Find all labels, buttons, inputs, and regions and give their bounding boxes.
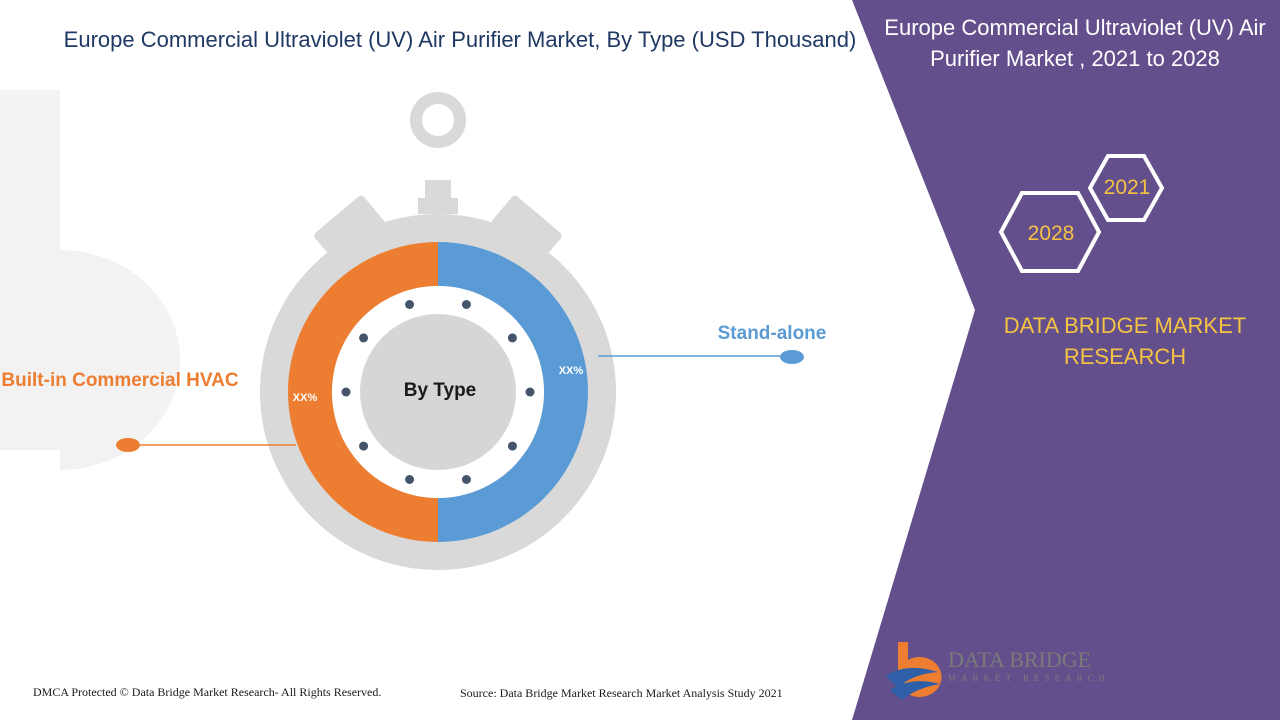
- logo-line2: MARKET RESEARCH: [948, 673, 1111, 683]
- dial-dot: [507, 333, 517, 343]
- hexagon-2021: [1087, 154, 1165, 222]
- copyright-footer: DMCA Protected © Data Bridge Market Rese…: [33, 685, 382, 699]
- year-2021: 2021: [1104, 176, 1151, 199]
- donut-chart: [288, 242, 588, 542]
- panel-title: Europe Commercial Ultraviolet (UV) Air P…: [884, 15, 1266, 71]
- dial-dot: [341, 387, 351, 397]
- category-label-built-in: Built-in Commercial HVAC: [1, 370, 239, 391]
- side-panel: [852, 0, 1280, 720]
- donut-segment-built-in-commercial-hvac: [288, 242, 438, 542]
- source-footer: Source: Data Bridge Market Research Mark…: [460, 686, 783, 700]
- hexagon-2028: [998, 191, 1102, 273]
- dial-dot: [461, 300, 471, 310]
- dial-dots: [341, 300, 535, 484]
- leader-dot-stand-alone: [780, 350, 804, 364]
- dial-dot: [359, 333, 369, 343]
- value-label-built-in: XX%: [293, 392, 318, 404]
- dial-dot: [405, 300, 415, 310]
- category-label-built-in-wrap: Built-in Commercial HVAC: [1, 370, 239, 391]
- dial-dot: [461, 474, 471, 484]
- chart-title: Europe Commercial Ultraviolet (UV) Air P…: [63, 27, 857, 52]
- logo-line1: DATA BRIDGE: [948, 647, 1092, 672]
- watermark: [0, 90, 181, 471]
- leader-dot-built-in: [116, 438, 140, 452]
- center-label: By Type: [404, 380, 477, 401]
- logo-text: DATA BRIDGE MARKET RESEARCH: [948, 648, 1110, 684]
- dial-dot: [507, 441, 517, 451]
- center-disc: [360, 314, 516, 470]
- logo-mark-icon: [886, 642, 942, 700]
- category-label-stand-alone: Stand-alone: [718, 323, 827, 344]
- value-label-stand-alone: XX%: [559, 365, 584, 377]
- dial-dot: [405, 474, 415, 484]
- dial-dot: [359, 441, 369, 451]
- year-2028: 2028: [1028, 222, 1075, 245]
- brand-name: DATA BRIDGE MARKET RESEARCH: [1003, 313, 1247, 369]
- donut-segment-stand-alone: [438, 242, 588, 542]
- dial-dot: [525, 387, 535, 397]
